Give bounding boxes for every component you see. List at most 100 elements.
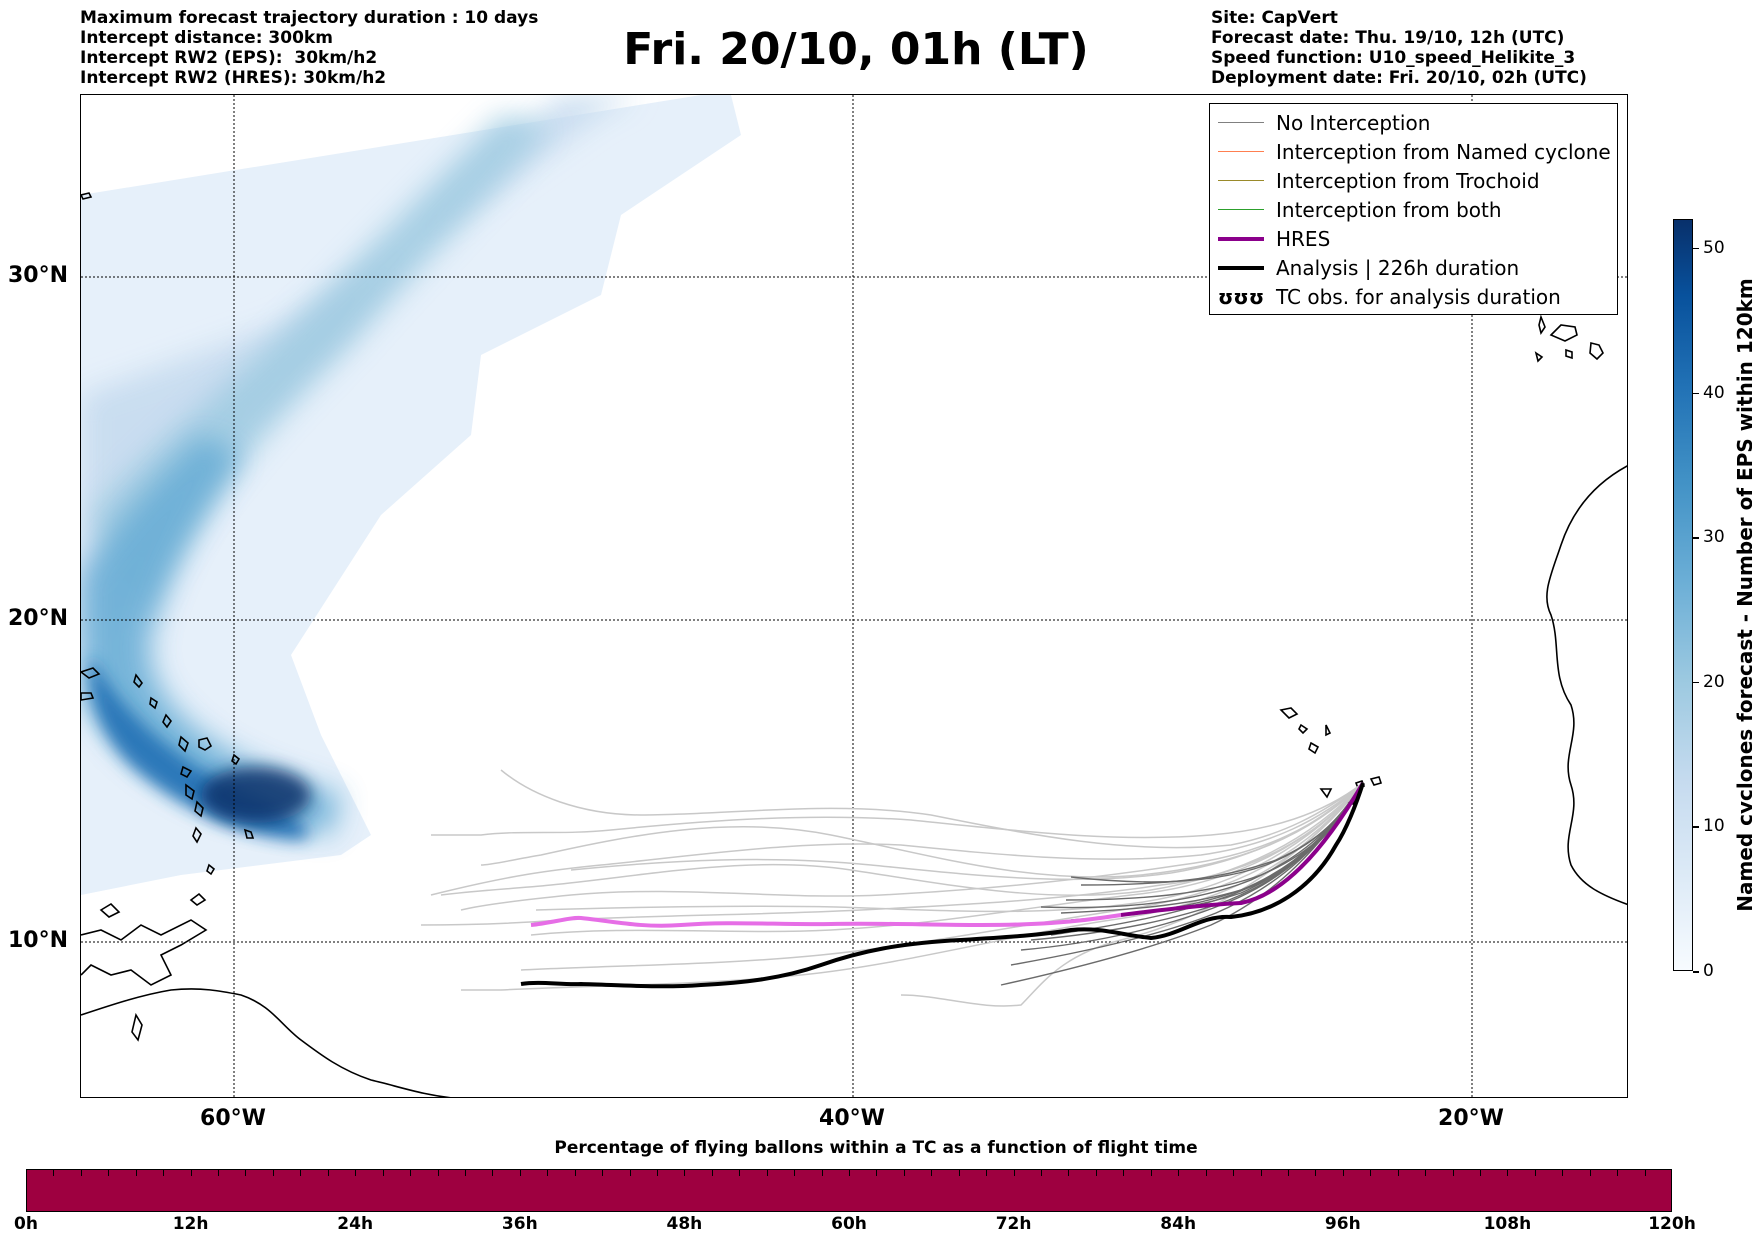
colorbar-tick-mark: [1693, 247, 1699, 250]
timebar-minor-tick: [355, 1169, 357, 1176]
timebar-minor-tick: [1507, 1169, 1509, 1176]
timebar-minor-tick: [300, 1169, 302, 1176]
timebar-minor-tick: [410, 1169, 412, 1176]
timebar-minor-tick: [931, 1169, 933, 1176]
timebar-tick-label: 96h: [1324, 1214, 1361, 1234]
timebar-tick-label: 12h: [172, 1214, 209, 1234]
header-line: Intercept RW2 (HRES): 30km/h2: [80, 68, 387, 88]
timebar-minor-tick: [1315, 1169, 1317, 1176]
ensemble-trajectories: [420, 769, 1364, 1007]
header-line: Speed function: U10_speed_Helikite_3: [1211, 48, 1576, 68]
timebar-minor-tick: [849, 1169, 850, 1176]
header-line: Deployment date: Fri. 20/10, 02h (UTC): [1211, 68, 1587, 88]
header-left-info: Maximum forecast trajectory duration : 1…: [80, 8, 538, 88]
timebar-minor-tick: [1425, 1169, 1427, 1176]
legend-label: Interception from Trochoid: [1276, 168, 1540, 193]
timebar-minor-tick: [1260, 1169, 1262, 1176]
timebar-minor-tick: [1287, 1169, 1289, 1176]
timebar-tick-label: 108h: [1483, 1214, 1532, 1234]
timebar-tick-label: 60h: [831, 1214, 867, 1234]
legend-label: No Interception: [1276, 110, 1431, 135]
timebar-tick-label: 84h: [1160, 1214, 1197, 1234]
latitude-label: 10°N: [8, 928, 69, 953]
timebar-minor-tick: [711, 1169, 713, 1176]
timebar-minor-tick: [1644, 1169, 1646, 1176]
timebar-tick-label: 0h: [14, 1214, 38, 1234]
timebar-minor-tick: [327, 1169, 329, 1176]
legend-label: HRES: [1276, 226, 1331, 251]
colorbar-tick-mark: [1693, 392, 1699, 395]
colorbar-tick-mark: [1693, 681, 1699, 684]
colorbar-tick-mark: [1693, 971, 1699, 973]
timebar-tick-label: 36h: [501, 1214, 538, 1234]
timebar-minor-tick: [1452, 1169, 1454, 1176]
legend-label: Interception from both: [1276, 197, 1502, 222]
timebar-minor-tick: [108, 1169, 110, 1176]
timebar-minor-tick: [684, 1169, 686, 1176]
timebar-minor-tick: [1342, 1169, 1344, 1176]
longitude-label: 40°W: [819, 1106, 885, 1131]
timebar-minor-tick: [602, 1169, 604, 1176]
legend-label: Analysis | 226h duration: [1276, 255, 1520, 280]
timebar-minor-tick: [437, 1169, 439, 1176]
legend-entry: Interception from both: [1210, 195, 1617, 224]
timebar-tick-label: 120h: [1648, 1214, 1696, 1234]
map-legend: No Interception Interception from Named c…: [1209, 103, 1618, 315]
timebar-minor-tick: [958, 1169, 960, 1176]
colorbar-tick-mark: [1693, 537, 1699, 539]
timebar-minor-tick: [464, 1169, 466, 1176]
legend-line-swatch: [1218, 236, 1264, 241]
map-panel[interactable]: [80, 94, 1628, 1098]
timebar-minor-tick: [766, 1169, 768, 1176]
legend-entry: HRES: [1210, 224, 1617, 253]
timebar-minor-tick: [245, 1169, 247, 1176]
header-line: Intercept distance: 300km: [80, 28, 333, 48]
timebar-minor-tick: [547, 1169, 549, 1176]
timebar-minor-tick: [1123, 1169, 1125, 1176]
longitude-label: 60°W: [200, 1106, 266, 1131]
timebar-minor-tick: [382, 1169, 384, 1176]
timebar-minor-tick: [986, 1169, 988, 1176]
longitude-label: 20°W: [1438, 1106, 1504, 1131]
timebar-minor-tick: [1150, 1169, 1152, 1176]
timebar-minor-tick: [1397, 1169, 1399, 1176]
legend-key: [1210, 121, 1272, 124]
legend-entry: Interception from Named cyclone: [1210, 137, 1617, 166]
legend-entry: ʊʊʊ TC obs. for analysis duration: [1210, 282, 1617, 311]
timebar-minor-tick: [1617, 1169, 1619, 1176]
legend-entry: No Interception: [1210, 108, 1617, 137]
legend-entry: Interception from Trochoid: [1210, 166, 1617, 195]
timebar-minor-tick: [135, 1169, 137, 1176]
legend-key: [1210, 236, 1272, 241]
colorbar-tick-mark: [1693, 826, 1699, 828]
timebar-minor-tick: [794, 1169, 796, 1176]
legend-key: [1210, 265, 1272, 270]
legend-line-swatch: [1218, 208, 1264, 211]
colorbar-tick-label: 50: [1703, 237, 1725, 258]
timebar-minor-tick: [821, 1169, 823, 1176]
timebar-minor-tick: [1534, 1169, 1536, 1176]
header-line: Forecast date: Thu. 19/10, 12h (UTC): [1211, 28, 1565, 48]
timebar-minor-tick: [1233, 1169, 1235, 1176]
colorbar-tick-label: 0: [1703, 961, 1714, 981]
legend-label: TC obs. for analysis duration: [1276, 284, 1561, 309]
colorbar-tick-label: 20: [1703, 671, 1725, 692]
coastlines: [81, 192, 1627, 1097]
timebar-minor-tick: [1041, 1169, 1043, 1176]
timebar-tick-label: 48h: [666, 1214, 703, 1234]
legend-key: [1210, 179, 1272, 182]
legend-line-swatch: [1218, 265, 1264, 270]
timebar-minor-tick: [739, 1169, 741, 1176]
header-line: Maximum forecast trajectory duration : 1…: [80, 8, 539, 28]
timebar-minor-tick: [218, 1169, 220, 1176]
timebar-minor-tick: [574, 1169, 576, 1176]
timebar-minor-tick: [519, 1169, 521, 1176]
timebar-minor-tick: [272, 1169, 274, 1176]
timebar-minor-tick: [492, 1169, 494, 1176]
timebar-minor-tick: [1370, 1169, 1372, 1176]
timebar-minor-tick: [876, 1169, 878, 1176]
map-canvas[interactable]: [81, 95, 1628, 1098]
timebar-minor-tick: [1095, 1169, 1097, 1176]
flight-time-colorbar: [26, 1169, 1672, 1212]
timebar-minor-tick: [80, 1169, 82, 1176]
